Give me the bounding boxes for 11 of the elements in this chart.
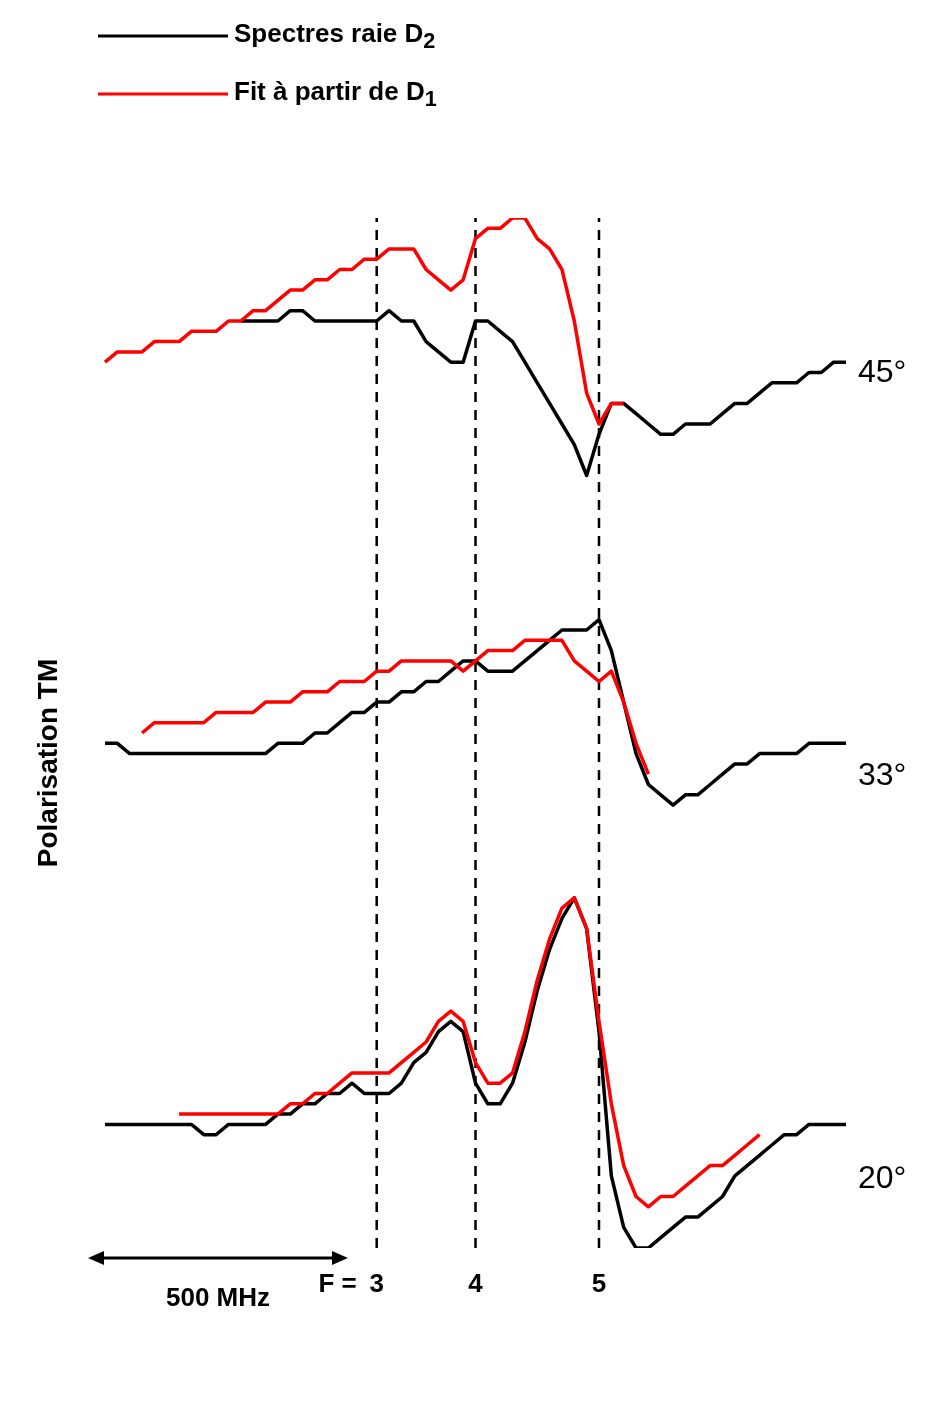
text: 500 MHz bbox=[165, 1282, 271, 1312]
legend-label: Spectres raie D$_{2}$ bbox=[234, 18, 436, 55]
y-axis-title: Polarisation TM bbox=[32, 658, 64, 868]
x-tick-label: 5 bbox=[591, 1268, 607, 1299]
text: 20° bbox=[858, 1158, 907, 1196]
legend-label: Fit à partir de D$_{1}$ bbox=[234, 76, 437, 113]
x-tick-label: 4 bbox=[468, 1268, 484, 1299]
text: 45° bbox=[858, 352, 907, 390]
text: F = bbox=[317, 1268, 357, 1299]
x-tick-label: 3 bbox=[369, 1268, 384, 1299]
text: 33° bbox=[858, 755, 907, 793]
